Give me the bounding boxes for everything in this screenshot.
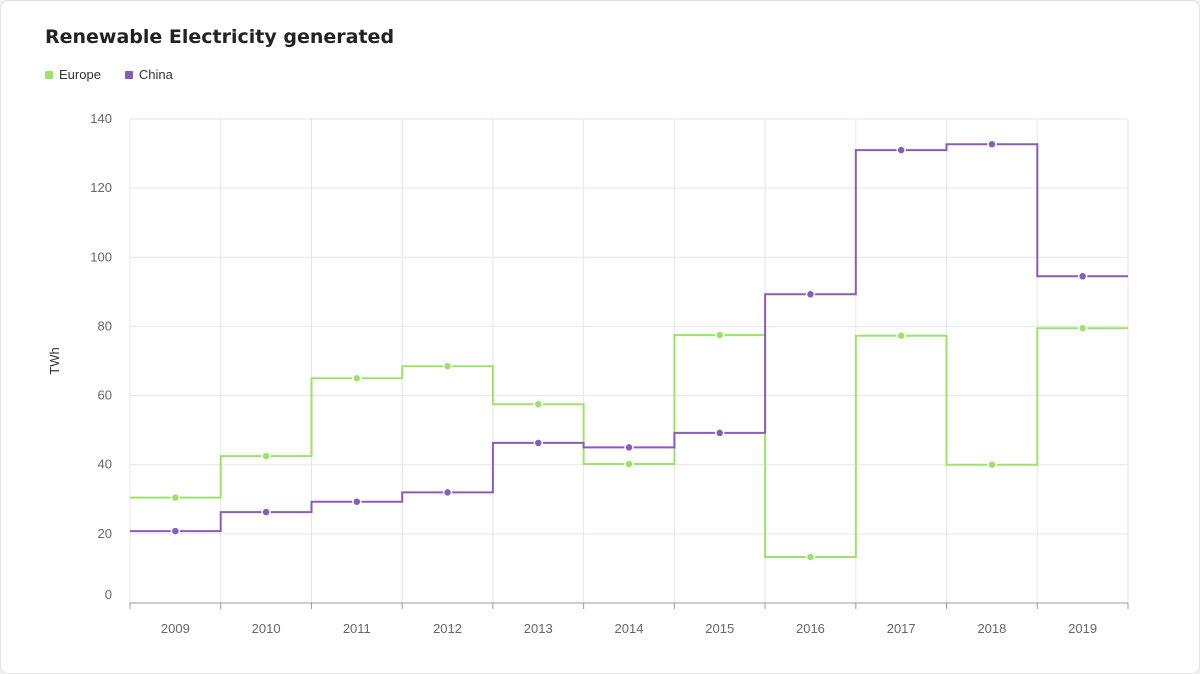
y-tick-label: 20 — [98, 526, 112, 541]
legend: Europe China — [45, 67, 197, 82]
y-tick-label: 40 — [98, 457, 112, 472]
data-point-europe[interactable] — [987, 459, 997, 470]
legend-item-europe[interactable]: Europe — [45, 67, 101, 82]
data-point-china[interactable] — [624, 442, 634, 453]
data-point-china[interactable] — [261, 507, 271, 517]
x-tick-label: 2015 — [705, 621, 734, 636]
legend-swatch-europe — [45, 70, 53, 79]
data-point-china[interactable] — [352, 496, 362, 507]
data-point-europe[interactable] — [714, 330, 725, 340]
data-point-europe[interactable] — [805, 552, 816, 562]
x-tick-label: 2014 — [615, 621, 644, 636]
data-point-china[interactable] — [805, 289, 816, 300]
legend-label-europe: Europe — [59, 67, 101, 82]
y-tick-label: 100 — [90, 249, 112, 264]
data-point-china[interactable] — [442, 487, 453, 498]
x-tick-label: 2009 — [161, 621, 190, 636]
x-tick-label: 2018 — [977, 621, 1006, 636]
data-point-europe[interactable] — [624, 459, 634, 469]
y-tick-label: 120 — [90, 180, 112, 195]
data-point-china[interactable] — [1077, 271, 1088, 282]
y-axis-label: TWh — [47, 347, 62, 374]
legend-item-china[interactable]: China — [124, 67, 173, 82]
y-tick-label: 60 — [98, 388, 112, 403]
data-point-china[interactable] — [987, 139, 997, 149]
series-line-china — [130, 143, 1128, 533]
data-point-europe[interactable] — [442, 361, 453, 371]
x-tick-label: 2017 — [887, 621, 916, 636]
y-tick-label: 140 — [90, 111, 112, 126]
x-tick-label: 2019 — [1068, 621, 1097, 636]
legend-swatch-china — [124, 70, 133, 79]
y-tick-label: 0 — [105, 587, 112, 602]
x-tick-label: 2016 — [796, 621, 825, 636]
x-tick-label: 2013 — [524, 621, 553, 636]
data-point-europe[interactable] — [896, 331, 906, 341]
x-tick-label: 2010 — [252, 621, 281, 636]
x-tick-label: 2012 — [433, 621, 462, 636]
data-point-europe[interactable] — [1077, 323, 1088, 333]
data-point-china[interactable] — [170, 526, 181, 536]
data-point-europe[interactable] — [261, 451, 271, 461]
legend-label-china: China — [138, 67, 173, 82]
data-point-europe[interactable] — [533, 399, 544, 409]
y-tick-label: 80 — [98, 318, 112, 333]
x-tick-label: 2011 — [343, 621, 371, 636]
data-point-europe[interactable] — [352, 373, 362, 384]
series-line-europe — [130, 327, 1128, 558]
data-point-china[interactable] — [714, 428, 725, 438]
data-point-china[interactable] — [896, 145, 906, 155]
chart-title: Renewable Electricity generated — [45, 26, 395, 48]
data-point-china[interactable] — [533, 438, 544, 448]
data-point-europe[interactable] — [170, 492, 181, 503]
